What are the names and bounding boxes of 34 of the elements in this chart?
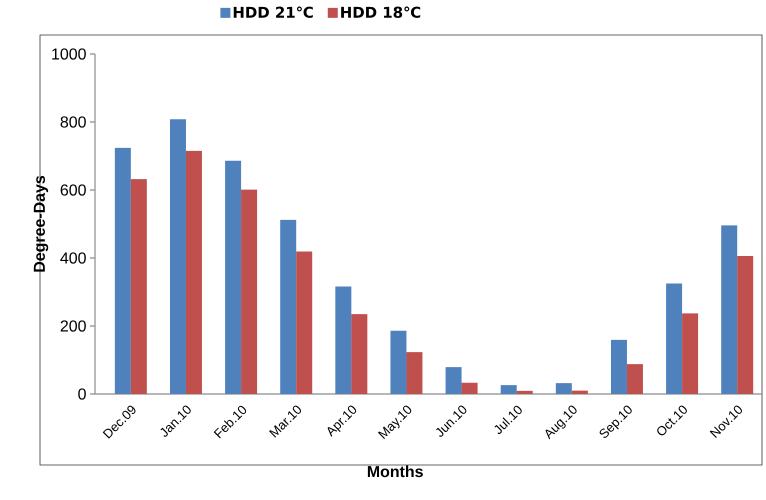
bar <box>351 314 368 394</box>
legend-label: HDD 21℃ <box>234 6 313 18</box>
bar <box>666 283 682 394</box>
bar <box>186 150 202 394</box>
bar <box>737 256 754 394</box>
y-tick-label: 400 <box>60 252 86 264</box>
bar <box>335 286 352 394</box>
bar <box>682 313 698 394</box>
x-axis-title: Months <box>368 466 423 478</box>
y-tick-label: 600 <box>60 184 86 196</box>
y-tick-label: 1000 <box>52 48 86 60</box>
bar <box>572 390 588 394</box>
legend-label: HDD 18℃ <box>341 6 420 18</box>
bar <box>280 220 296 394</box>
bar <box>500 385 517 394</box>
bar <box>170 119 186 394</box>
bar <box>516 390 533 394</box>
bar <box>556 383 572 394</box>
bar <box>446 367 462 394</box>
y-tick-label: 0 <box>78 388 86 400</box>
y-tick-label: 200 <box>60 320 86 332</box>
bar <box>610 340 627 394</box>
y-axis-title: Degree-Days <box>34 176 48 272</box>
bar <box>626 364 643 394</box>
bar <box>241 190 258 394</box>
bar <box>130 179 147 394</box>
bar <box>225 160 242 394</box>
bar <box>114 148 131 394</box>
bar <box>296 252 312 394</box>
bar <box>406 352 422 394</box>
y-tick-label: 800 <box>60 116 86 128</box>
bar <box>462 382 478 394</box>
bar <box>390 330 406 394</box>
bar <box>721 225 738 394</box>
